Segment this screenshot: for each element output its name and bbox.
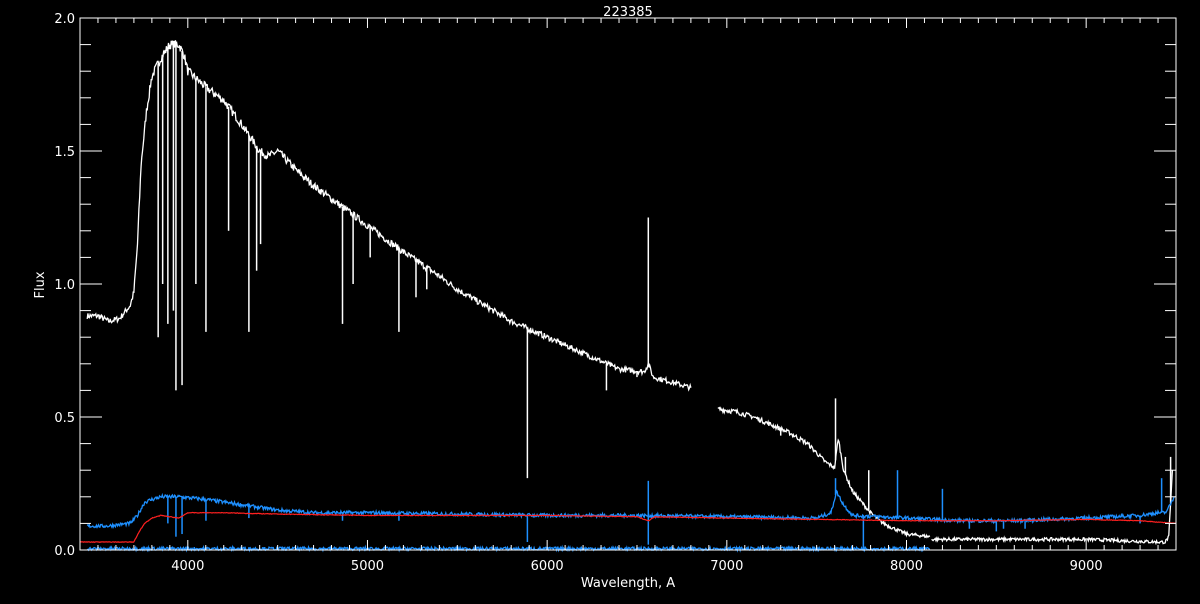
series-0-segment-0 [86, 40, 692, 392]
series-2 [79, 511, 1177, 543]
series-layer [79, 40, 1177, 553]
x-tick-label: 5000 [351, 559, 384, 574]
chart-title: 223385 [603, 5, 653, 20]
y-tick-label: 0.0 [54, 544, 75, 559]
plot-frame [79, 17, 1177, 551]
series-0-segment-1 [717, 406, 931, 539]
x-axis-label: Wavelength, A [581, 576, 675, 591]
y-tick-label: 0.5 [54, 411, 75, 426]
x-tick-label: 6000 [531, 559, 564, 574]
series-0-segment-2 [931, 470, 1174, 546]
series-2-segment-0 [79, 511, 1177, 543]
y-tick-label: 1.0 [54, 278, 75, 293]
series-1-segment-0 [86, 489, 1175, 530]
series-0 [86, 40, 1174, 546]
x-tick-label: 9000 [1070, 559, 1103, 574]
y-tick-label: 1.5 [54, 145, 75, 160]
y-axis-label: Flux [33, 271, 48, 298]
x-tick-label: 7000 [710, 559, 743, 574]
y-tick-label: 2.0 [54, 12, 75, 27]
axes: 4000 5000 6000 7000 8000 9000 0.0 0.5 1.0 1.5 2.0 [54, 12, 1177, 574]
x-tick-label: 8000 [890, 559, 923, 574]
x-tick-label: 4000 [171, 559, 204, 574]
